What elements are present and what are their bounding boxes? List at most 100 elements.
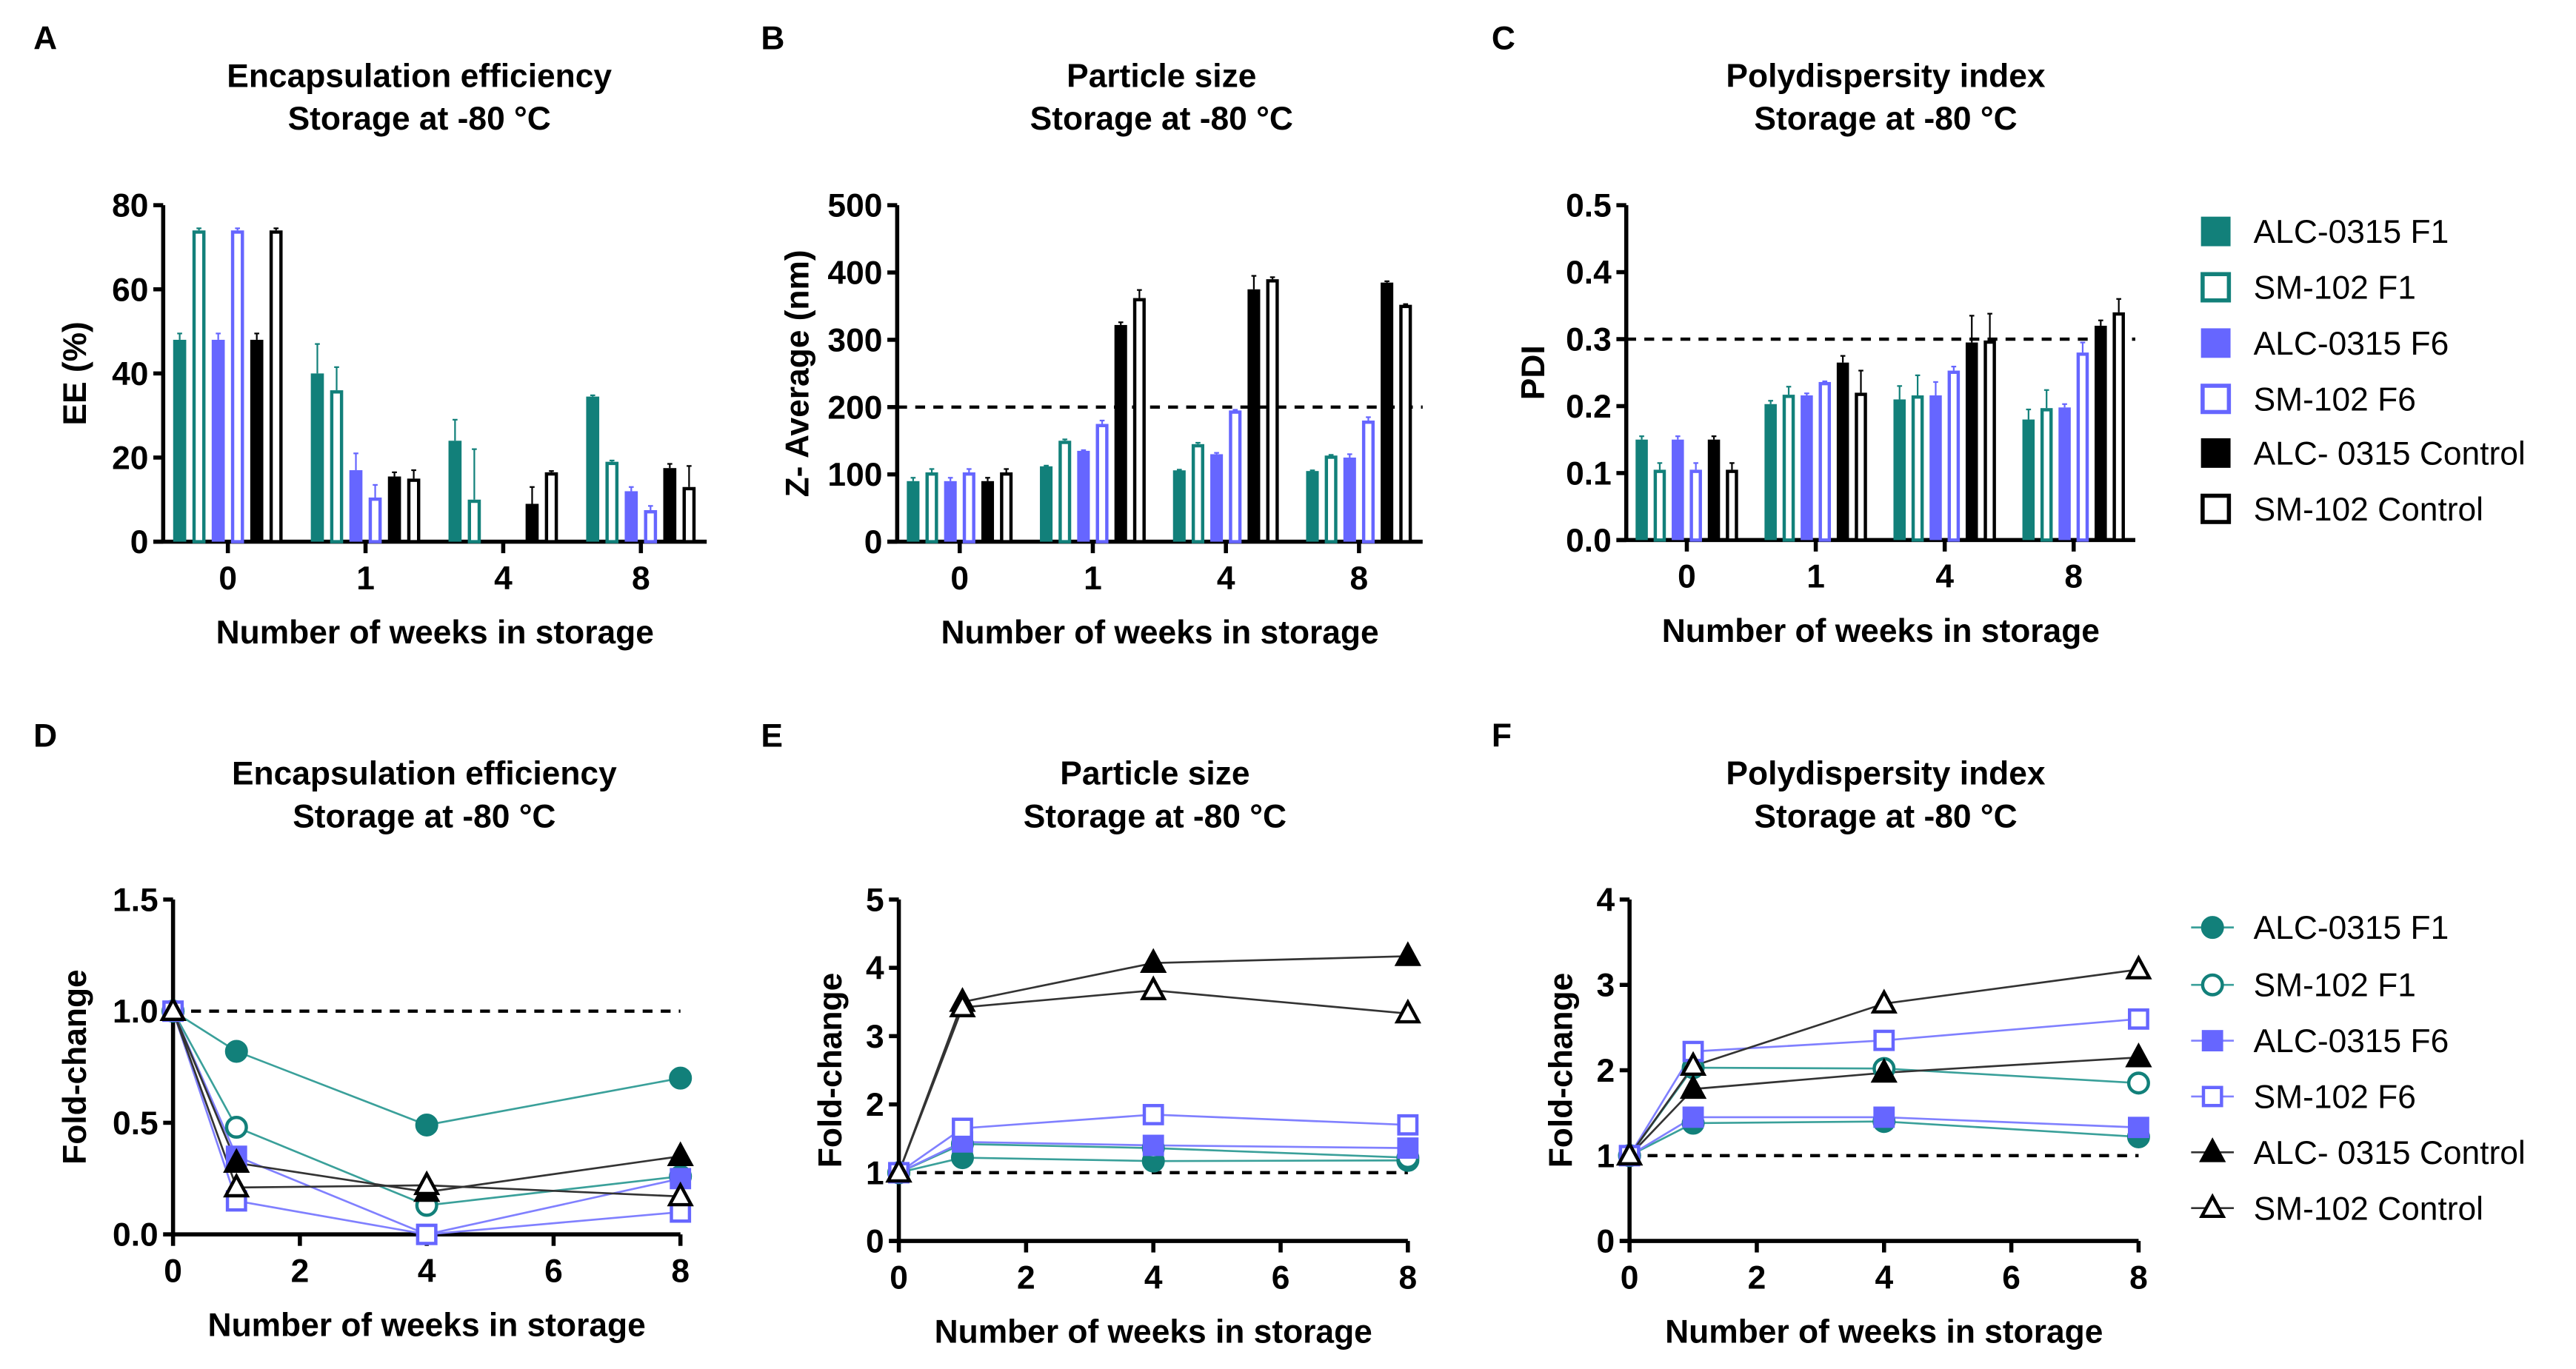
x-tick-label: 4: [1935, 559, 1954, 595]
series-line: [172, 1011, 681, 1198]
x-tick-label: 6: [544, 1253, 563, 1289]
y-tick-label: 0: [866, 1224, 884, 1260]
legend-label: ALC- 0315 Control: [2254, 1135, 2526, 1171]
x-axis-label: Number of weeks in storage: [935, 1314, 1372, 1350]
y-tick-label: 200: [827, 389, 882, 426]
data-point: [1394, 941, 1421, 966]
bar: [211, 339, 225, 542]
bar: [1343, 457, 1356, 542]
data-point: [159, 996, 187, 1021]
bar: [1929, 395, 1942, 540]
y-tick-label: 0.4: [1566, 255, 1612, 291]
bar: [644, 510, 658, 543]
series-line: [898, 989, 1408, 1174]
x-tick-label: 4: [1875, 1259, 1893, 1296]
y-tick-label: 300: [827, 322, 882, 358]
legend-label: ALC-0315 F6: [2254, 1023, 2449, 1060]
x-tick-label: 0: [950, 560, 969, 597]
series-line: [1629, 1056, 2139, 1157]
data-point: [415, 1113, 438, 1137]
data-point: [1142, 1104, 1164, 1125]
x-tick-label: 0: [890, 1259, 908, 1296]
chart-subtitle: Storage at -80 °C: [1024, 798, 1287, 834]
y-tick-label: 60: [112, 272, 148, 308]
chart-subtitle: Storage at -80 °C: [293, 798, 555, 834]
bar: [1782, 395, 1795, 542]
y-tick-label: 0: [1597, 1224, 1615, 1260]
bar: [682, 486, 696, 543]
y-tick-label: 3: [866, 1019, 884, 1055]
legend-label: SM-102 Control: [2254, 1191, 2483, 1227]
bar: [1635, 439, 1648, 540]
legend-marker: [2199, 1193, 2226, 1219]
y-tick-label: 1.0: [113, 994, 159, 1030]
x-tick-label: 1: [1084, 560, 1102, 597]
data-point: [1394, 998, 1421, 1024]
series-line: [172, 1011, 681, 1236]
bar: [1077, 450, 1090, 542]
data-point: [1679, 1074, 1707, 1099]
series-line: [172, 1011, 681, 1236]
x-tick-label: 8: [1350, 560, 1369, 597]
x-tick-label: 6: [1272, 1259, 1290, 1296]
y-tick-label: 4: [866, 951, 884, 987]
bar: [1132, 298, 1146, 543]
panel-letter: F: [1492, 718, 1512, 754]
bar: [2095, 325, 2107, 540]
bar: [269, 230, 283, 543]
panel-letter: B: [761, 21, 784, 57]
data-point: [224, 1115, 248, 1139]
y-tick-label: 1: [866, 1155, 884, 1191]
chart-title: Encapsulation efficiency: [227, 58, 612, 95]
series-line: [172, 1010, 681, 1126]
data-point: [1870, 1057, 1898, 1083]
bar: [1361, 421, 1375, 543]
y-tick-label: 40: [112, 356, 148, 392]
data-point: [1679, 1051, 1707, 1077]
bar: [1172, 470, 1186, 542]
legend-marker: [2201, 1030, 2223, 1052]
bar: [1855, 392, 1867, 542]
x-tick-label: 8: [2064, 559, 2083, 595]
panel-d: D Encapsulation efficiency Storage at -80 …: [33, 718, 694, 1344]
y-tick-label: 0.2: [1566, 389, 1612, 425]
x-axis-label: Number of weeks in storage: [941, 615, 1378, 651]
bar: [1229, 410, 1242, 543]
bar: [330, 390, 344, 543]
y-tick-label: 3: [1597, 968, 1615, 1004]
bar: [2076, 352, 2089, 542]
series-line: [1629, 1018, 2139, 1157]
x-tick-label: 4: [1217, 560, 1235, 597]
legend-line: ALC-0315 F1 SM-102 F1 ALC-0315 F6 SM-102 F6…: [2191, 910, 2526, 1227]
data-point: [1140, 975, 1167, 1000]
bar: [624, 491, 638, 542]
x-tick-label: 2: [1748, 1259, 1766, 1296]
panel-letter: C: [1492, 21, 1515, 57]
bar: [925, 472, 938, 543]
data-point: [1397, 1114, 1419, 1136]
series-line: [172, 1011, 681, 1194]
x-tick-label: 0: [1678, 559, 1696, 595]
x-tick-label: 8: [632, 560, 650, 597]
data-point: [1873, 1106, 1895, 1128]
bar: [387, 476, 401, 542]
bar: [349, 470, 363, 542]
y-axis-label: Fold-change: [812, 973, 849, 1168]
bar: [663, 468, 677, 542]
legend-label: SM-102 F1: [2254, 270, 2416, 306]
series-line: [898, 1114, 1408, 1174]
chart-title: Polydispersity index: [1726, 756, 2045, 792]
bar: [1114, 324, 1127, 542]
legend-label: SM-102 F6: [2254, 381, 2416, 418]
data-point: [667, 1141, 694, 1166]
bar: [448, 441, 462, 542]
series-line: [898, 1141, 1408, 1174]
bar: [2112, 312, 2125, 542]
legend-swatch: [2200, 216, 2231, 247]
y-tick-label: 80: [112, 188, 148, 224]
panel-c: C Polydispersity index Storage at -80 °C Nu…: [1492, 21, 2135, 649]
x-tick-label: 0: [1621, 1259, 1639, 1296]
x-tick-label: 8: [1399, 1259, 1418, 1296]
legend-marker: [2201, 1085, 2223, 1108]
